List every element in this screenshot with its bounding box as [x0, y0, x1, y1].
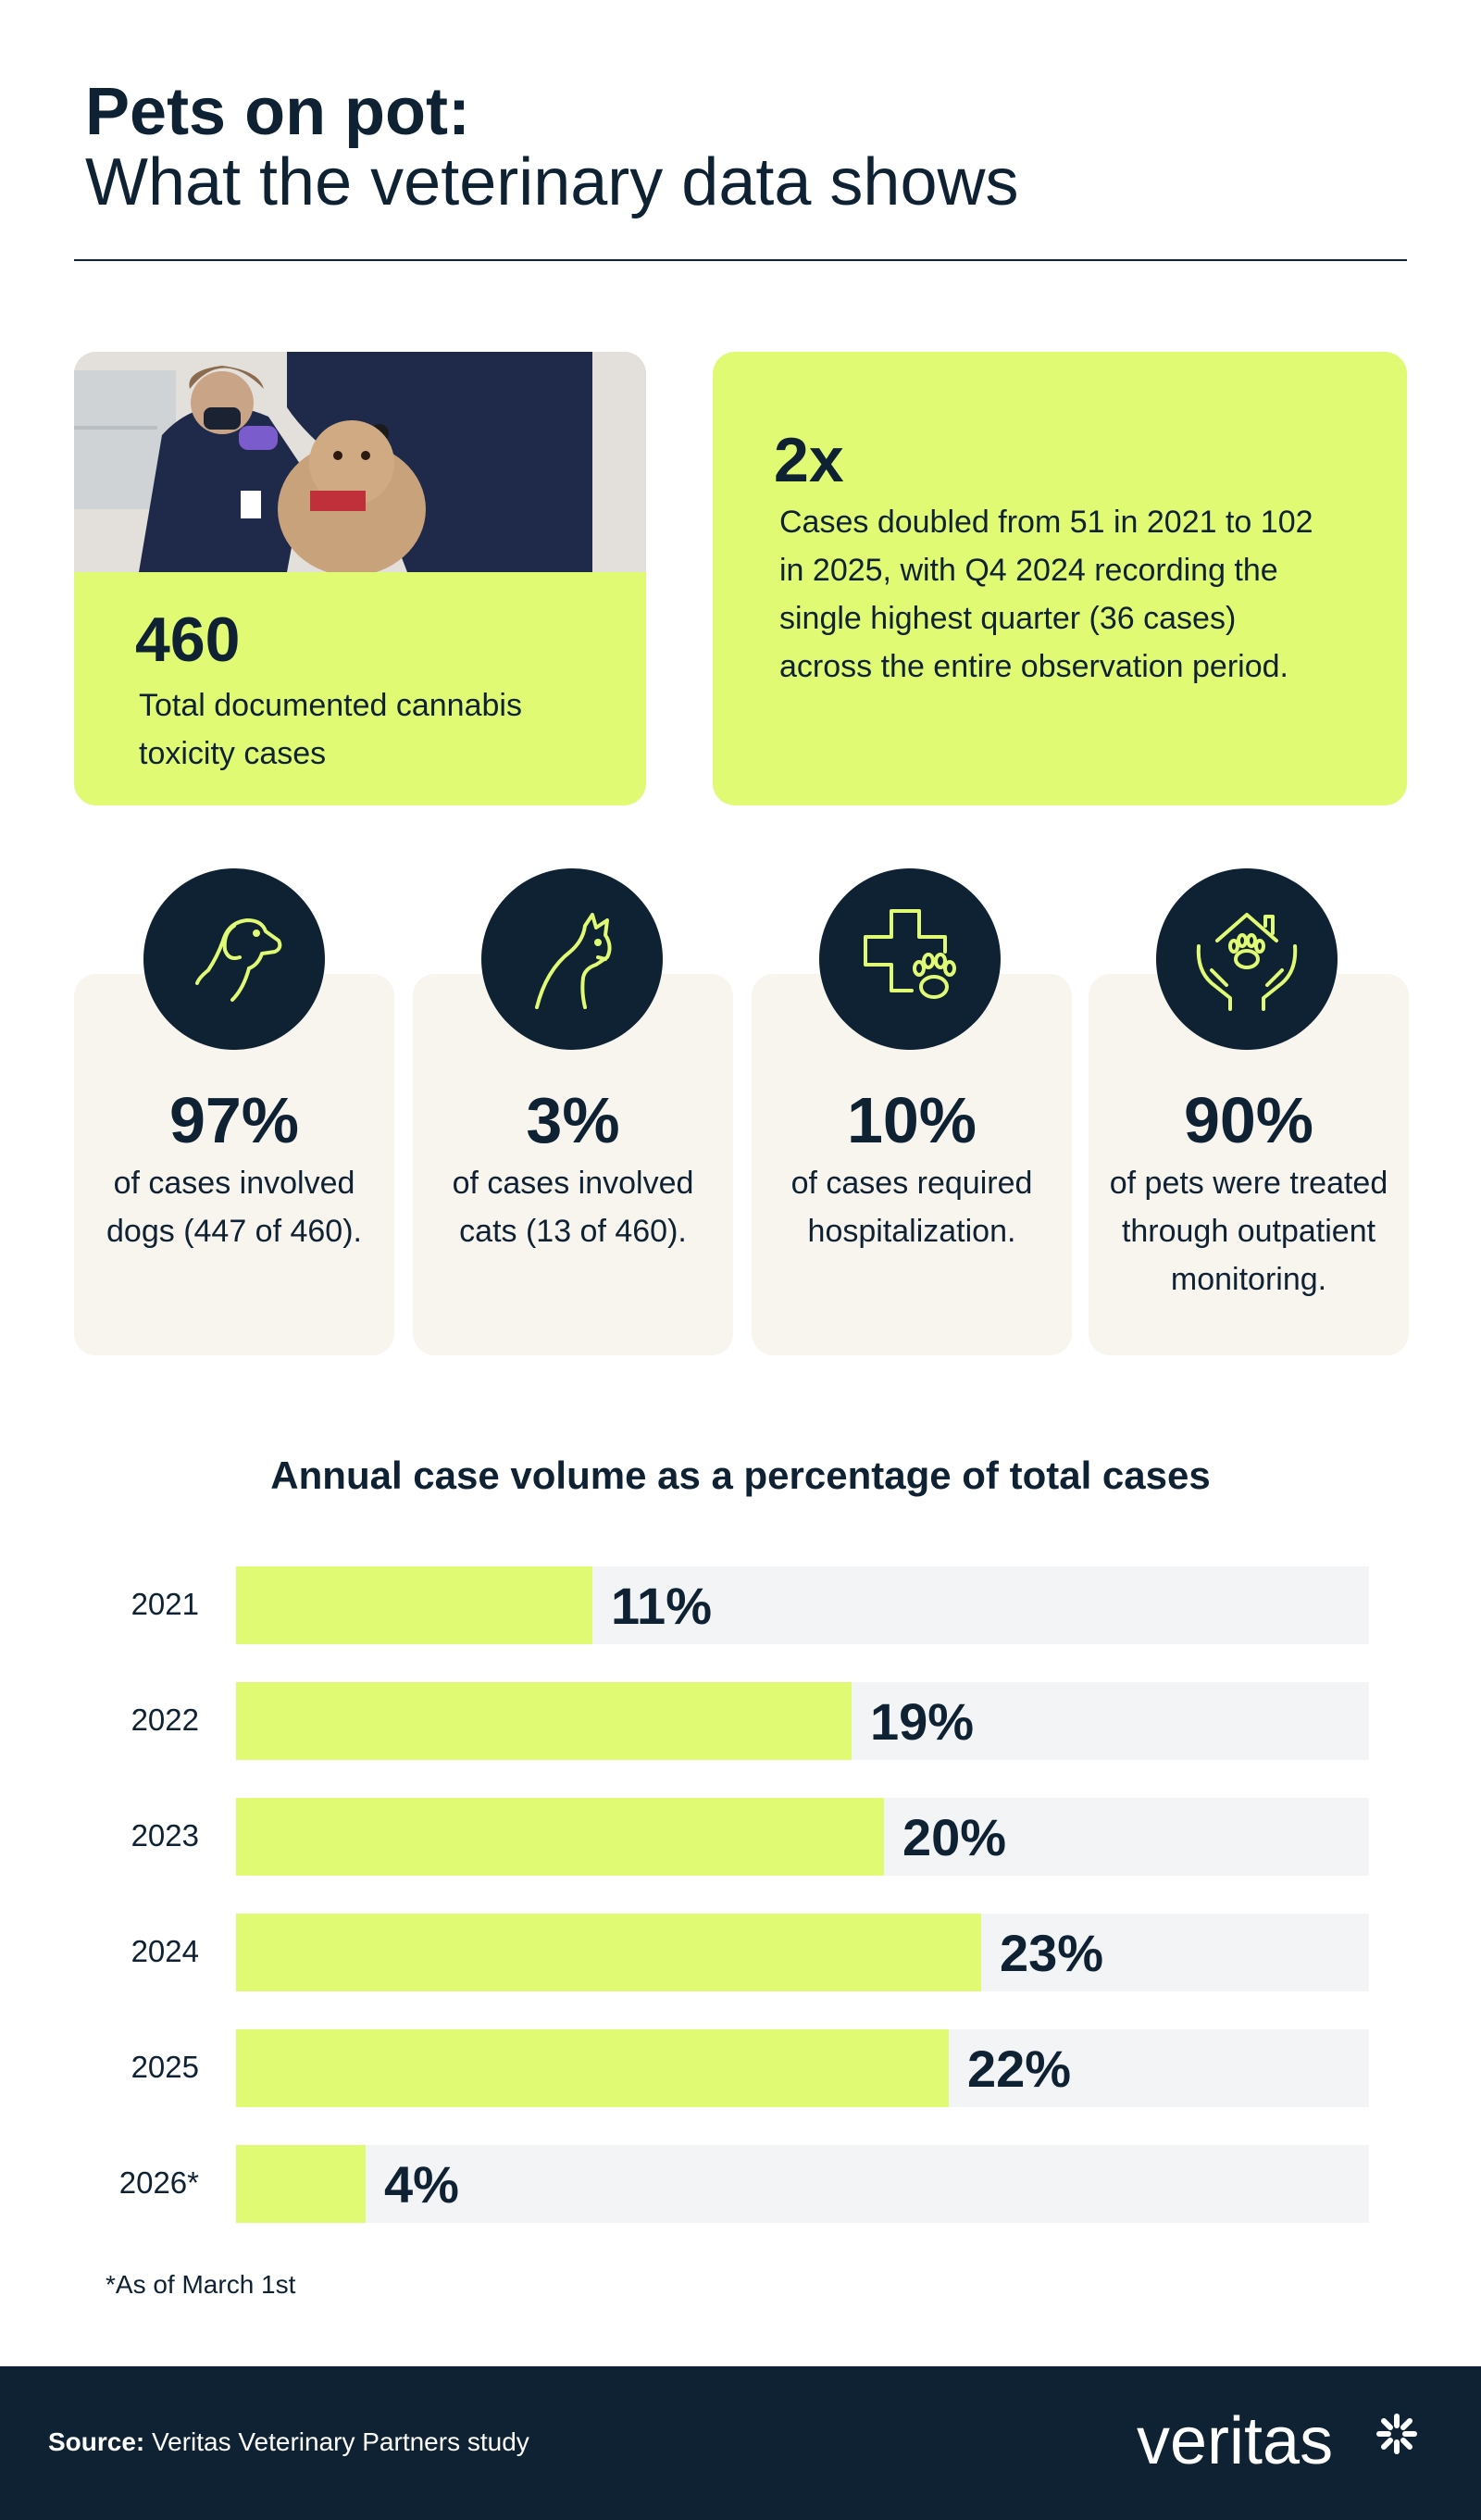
bar-value-label: 4%	[384, 2155, 459, 2214]
growth-value: 2x	[774, 425, 844, 495]
vet-dog-photo	[74, 352, 646, 572]
bar	[236, 1682, 852, 1760]
source-text: Veritas Veterinary Partners study	[144, 2427, 529, 2456]
bar-track: 22%	[236, 2029, 1369, 2107]
cat-icon	[481, 868, 663, 1050]
year-label: 2022	[131, 1703, 199, 1737]
veritas-logo-mark-icon	[1376, 2414, 1417, 2454]
chart-footnote: *As of March 1st	[106, 2270, 296, 2299]
stat-text: of cases required hospitalization.	[790, 1166, 1033, 1249]
bar	[236, 1914, 981, 1991]
stat-value: 90%	[1183, 1084, 1314, 1156]
dog-icon	[143, 868, 325, 1050]
bar-track: 19%	[236, 1682, 1369, 1760]
bar	[236, 2029, 949, 2107]
bar-value-label: 23%	[1000, 1924, 1104, 1982]
total-cases-value: 460	[135, 605, 241, 675]
veritas-logo: veritas	[1137, 2404, 1334, 2478]
bar-value-label: 20%	[902, 1808, 1007, 1866]
growth-text: Cases doubled from 51 in 2021 to 102 in …	[779, 505, 1313, 684]
bar-track: 23%	[236, 1914, 1369, 1991]
source-line: Source: Veritas Veterinary Partners stud…	[48, 2427, 529, 2457]
stat-value: 97%	[168, 1084, 300, 1156]
bar	[236, 1566, 592, 1644]
bar-track: 4%	[236, 2145, 1369, 2223]
stat-value: 3%	[526, 1084, 620, 1156]
bar-value-label: 19%	[870, 1692, 975, 1751]
total-cases-card: 460 Total documented cannabis toxicity c…	[74, 352, 646, 805]
year-label: 2021	[131, 1587, 199, 1621]
bar	[236, 1798, 884, 1876]
total-cases-text: Total documented cannabis toxicity cases	[139, 688, 522, 771]
bar-track: 11%	[236, 1566, 1369, 1644]
stat-text: of cases involved dogs (447 of 460).	[106, 1166, 362, 1249]
bar-value-label: 11%	[611, 1577, 712, 1635]
footer: Source: Veritas Veterinary Partners stud…	[0, 2366, 1481, 2520]
stat-text: of pets were treated through outpatient …	[1109, 1166, 1388, 1297]
growth-card: 2x Cases doubled from 51 in 2021 to 102 …	[713, 352, 1407, 805]
year-label: 2026*	[118, 2165, 199, 2200]
page-title: Pets on pot:	[85, 75, 470, 149]
year-label: 2024	[131, 1934, 199, 1968]
page-subtitle: What the veterinary data shows	[85, 145, 1019, 219]
house-hands-paw-icon	[1156, 868, 1338, 1050]
bar	[236, 2145, 366, 2223]
bar-track: 20%	[236, 1798, 1369, 1876]
year-label: 2023	[131, 1818, 199, 1853]
header-divider	[74, 259, 1407, 261]
bar-value-label: 22%	[967, 2040, 1072, 2098]
stat-value: 10%	[846, 1084, 977, 1156]
stat-text: of cases involved cats (13 of 460).	[452, 1166, 694, 1249]
source-label: Source:	[48, 2427, 145, 2456]
chart-title: Annual case volume as a percentage of to…	[270, 1453, 1211, 1497]
year-label: 2025	[131, 2050, 199, 2084]
medical-cross-paw-icon	[819, 868, 1001, 1050]
